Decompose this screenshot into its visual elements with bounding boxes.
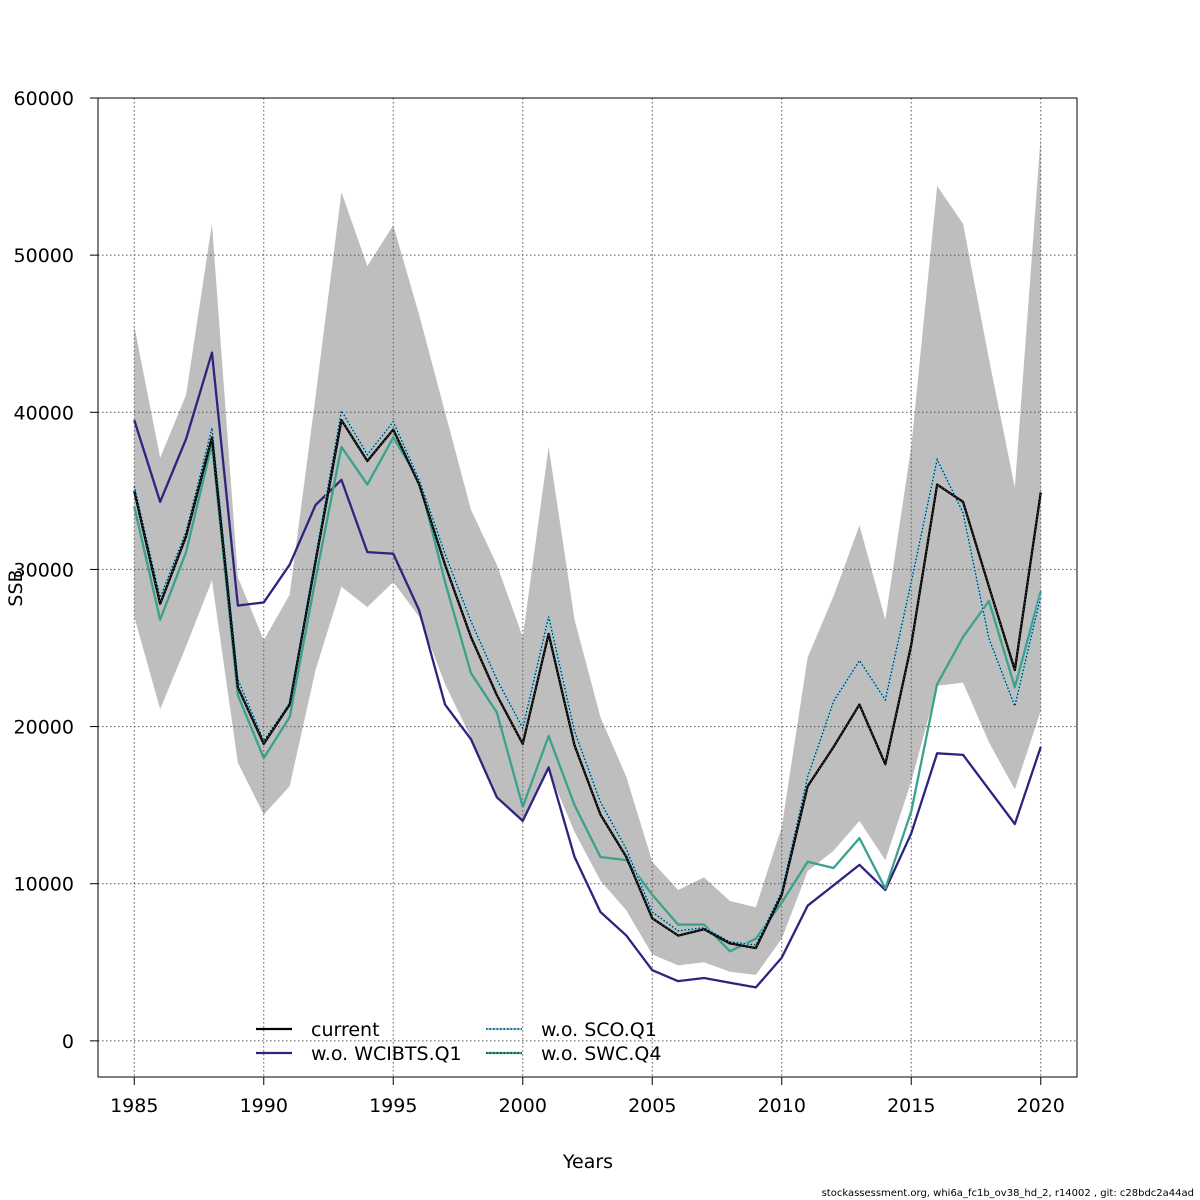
- y-axis-title: SSB: [5, 569, 27, 606]
- y-tick-label-50000: 50000: [14, 245, 74, 267]
- x-tick-label-1995: 1995: [369, 1095, 417, 1117]
- legend-label-current: current: [311, 1019, 380, 1041]
- y-tick-label-0: 0: [62, 1031, 74, 1053]
- confidence-band-layer: [134, 135, 1041, 975]
- series-line-w-o-swc-q4: [133, 436, 1042, 953]
- x-tick-label-2000: 2000: [499, 1095, 547, 1117]
- y-tick-label-20000: 20000: [14, 717, 74, 739]
- y-tick-label-40000: 40000: [14, 402, 74, 424]
- confidence-band: [134, 135, 1041, 975]
- x-tick-label-2005: 2005: [628, 1095, 676, 1117]
- footer-credit: stockassessment.org, whi6a_fc1b_ov38_hd_…: [821, 1188, 1194, 1199]
- plot-frame: [97, 97, 1078, 1078]
- series-layer: [133, 351, 1042, 989]
- x-tick-label-2010: 2010: [758, 1095, 806, 1117]
- series-line-current-highlight: [133, 419, 1042, 949]
- y-tick-label-60000: 60000: [14, 88, 74, 110]
- legend-label-w-o-sco-q1: w.o. SCO.Q1: [541, 1019, 657, 1041]
- x-tick-label-1985: 1985: [110, 1095, 158, 1117]
- axis-layer: 1985 1990 1995 2000 2005 2010 2015 2020 0 10000 20…: [14, 88, 1078, 1117]
- x-axis-title: Years: [562, 1151, 613, 1173]
- x-tick-label-2015: 2015: [887, 1095, 935, 1117]
- legend-label-w-o-swc-q4: w.o. SWC.Q4: [541, 1043, 661, 1065]
- y-tick-label-10000: 10000: [14, 874, 74, 896]
- x-tick-label-2020: 2020: [1017, 1095, 1065, 1117]
- x-tick-label-1990: 1990: [240, 1095, 288, 1117]
- legend-label-w-o-wcibts-q1: w.o. WCIBTS.Q1: [311, 1043, 462, 1065]
- y-tick-label-30000: 30000: [14, 559, 74, 581]
- series-line-w-o-wcibts-q1: [133, 351, 1042, 989]
